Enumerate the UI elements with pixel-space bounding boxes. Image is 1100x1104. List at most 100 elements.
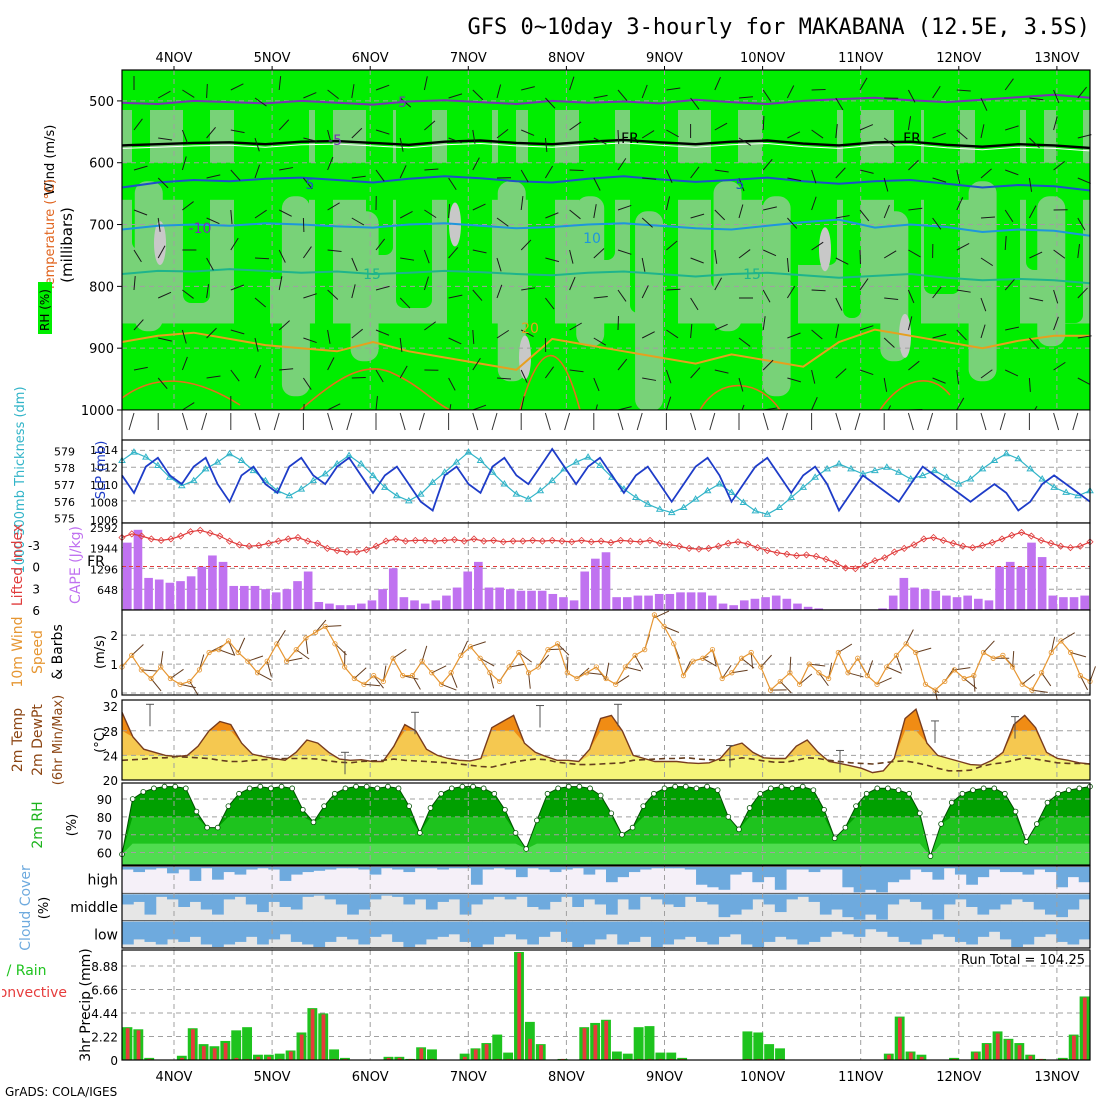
li-tick-label: 0 (32, 561, 40, 575)
cloud-bar-low (629, 922, 641, 942)
cape-bar (634, 596, 643, 610)
precip-axis-label: 3hr Precip (mm) (78, 948, 94, 1061)
pressure-tick-label: 800 (89, 280, 114, 295)
cloud-bar-middle (505, 894, 517, 899)
cloud-bar-middle (1079, 894, 1091, 899)
rh2-marker (247, 786, 252, 791)
cloud-level-label: middle (70, 900, 118, 916)
rh2-marker (449, 786, 454, 791)
cloud-bar-middle (730, 894, 742, 914)
rh2-marker (513, 831, 518, 836)
precip-total-bar (242, 1027, 252, 1060)
cloud-bar-low (223, 922, 235, 945)
cloud-bar-middle (223, 894, 235, 899)
rh2-marker (534, 818, 539, 823)
precip-convective-bar (1083, 998, 1087, 1060)
rh2-marker (822, 807, 827, 812)
cloud-bar-low (899, 922, 911, 942)
cloud-axis-label: Cloud Cover (18, 865, 34, 951)
cloud-bar-middle (764, 894, 776, 904)
precip-total-bar (634, 1027, 644, 1060)
rh2-marker (343, 786, 348, 791)
wind-tick-label: 0 (110, 687, 118, 701)
cloud-bar-middle (876, 894, 888, 919)
cloud-bar-low (201, 922, 213, 945)
cloud-bar-high (651, 867, 663, 868)
cape-bar (495, 588, 504, 610)
cape-bar (431, 600, 440, 610)
cloud-bar-middle (246, 894, 258, 904)
cloud-bar-middle (257, 894, 269, 912)
cloud-bar-high (854, 867, 866, 892)
cape-bar (666, 594, 675, 610)
wind-tick-label: 1 (110, 658, 118, 672)
cloud-bar-low (910, 922, 922, 945)
cloud-bar-middle (381, 894, 393, 895)
cape-bar (538, 591, 547, 610)
li-tick-label: 6 (32, 604, 40, 618)
cloud-bar-low (460, 922, 472, 942)
cloud-bar-middle (606, 894, 618, 914)
wind-axis-label-1: 10m Wind (10, 616, 26, 687)
cloud-bar-high (1034, 867, 1046, 870)
precip-total-bar (753, 1032, 763, 1060)
contour-label: 15 (743, 267, 761, 283)
rh2-marker (705, 784, 710, 789)
rh2-marker (322, 804, 327, 809)
precip-convective-bar (604, 1021, 608, 1060)
cloud-bar-middle (1000, 894, 1012, 904)
cape-bar (421, 604, 430, 610)
cloud-bar-high (145, 867, 157, 870)
day-label-top: 9NOV (646, 51, 683, 66)
cloud-bar-high (370, 867, 382, 875)
precip-total-bar (655, 1053, 665, 1060)
cloud-bar-low (752, 922, 764, 947)
cloud-bar-middle (629, 894, 641, 909)
cloud-bar-high (989, 867, 1001, 870)
temp-axis-label-2: 2m DewPt (30, 704, 46, 776)
rh2-marker (173, 784, 178, 789)
slp-axis-label: SLP (mb) (94, 441, 109, 500)
cloud-bar-low (291, 922, 303, 942)
precip-run-total: Run Total = 104.25 (961, 953, 1085, 968)
cloud-bar-middle (133, 894, 145, 902)
cloud-bar-middle (1034, 894, 1046, 909)
cloud-bar-low (505, 922, 517, 935)
cloud-bar-low (809, 922, 821, 942)
cloud-bar-high (797, 867, 809, 870)
precip-total-bar (492, 1035, 502, 1060)
cape-bar (783, 599, 792, 610)
cloud-bar-middle (921, 894, 933, 909)
cloud-bar-high (347, 867, 359, 868)
cape-bar (261, 589, 270, 610)
cloud-bar-high (831, 867, 843, 870)
cloud-bar-low (719, 922, 731, 937)
precip-convective-bar (126, 1028, 130, 1060)
cape-bar (368, 600, 377, 610)
cloud-bar-high (977, 867, 989, 877)
cape-bar (400, 597, 409, 610)
precip-convective-bar (191, 1029, 195, 1060)
cloud-bar-high (471, 867, 483, 885)
rh2-marker (854, 804, 859, 809)
cloud-bar-middle (719, 894, 731, 917)
cloud-bar-high (899, 867, 911, 880)
rh2-marker (928, 854, 933, 859)
cape-bar (953, 597, 962, 610)
temp-unit-label: (°C) (93, 727, 108, 753)
cloud-bar-low (977, 922, 989, 937)
cloud-bar-middle (820, 894, 832, 914)
precip-tick-label: 2.22 (91, 1030, 118, 1044)
cloud-bar-high (685, 867, 697, 870)
cloud-bar-low (133, 922, 145, 940)
cape-bar (729, 605, 738, 610)
cloud-bar-low (415, 922, 427, 945)
cape-bar (517, 591, 526, 610)
cloud-bar-high (280, 867, 292, 881)
cloud-bar-low (842, 922, 854, 935)
contour-label: 5 (736, 177, 745, 193)
cloud-bar-low (1034, 922, 1046, 937)
cape-bar (240, 586, 249, 610)
rh2-marker (577, 784, 582, 789)
